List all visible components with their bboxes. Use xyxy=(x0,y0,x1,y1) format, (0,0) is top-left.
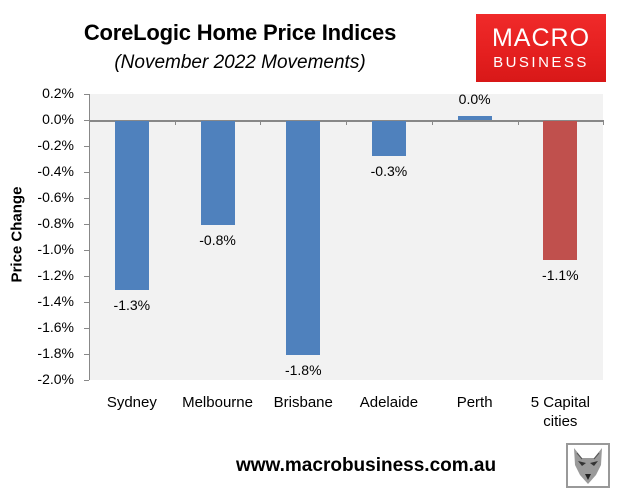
data-label: -1.8% xyxy=(284,362,322,378)
category-line-1: Brisbane xyxy=(273,394,333,411)
bar-perth xyxy=(457,116,492,120)
y-tick-mark xyxy=(84,224,89,225)
bar-brisbane xyxy=(286,121,321,355)
data-label: -0.8% xyxy=(199,232,236,248)
x-category-label: Brisbane xyxy=(260,393,346,412)
y-tick-label: -0.8% xyxy=(37,215,74,231)
category-line-2: cities xyxy=(543,413,578,430)
y-tick-label: 0.2% xyxy=(42,85,74,101)
logo-line-1: MACRO xyxy=(491,24,591,52)
y-tick-label: -1.6% xyxy=(37,319,74,335)
data-label: -1.1% xyxy=(542,267,579,284)
y-tick-mark xyxy=(84,328,89,329)
y-tick-label: -0.4% xyxy=(37,163,74,179)
y-tick-mark xyxy=(84,380,89,381)
wolf-logo-icon xyxy=(566,443,610,488)
y-tick-mark xyxy=(84,120,89,121)
y-tick-label: -1.2% xyxy=(37,267,74,283)
y-tick-label: -0.6% xyxy=(37,189,74,205)
y-tick-mark xyxy=(84,250,89,251)
x-category-label: Melbourne xyxy=(175,393,261,412)
category-line-1: Sydney xyxy=(106,394,157,411)
x-tick-mark xyxy=(346,120,348,125)
data-label: -1.3% xyxy=(113,297,151,313)
y-tick-label: -0.2% xyxy=(37,137,74,153)
bar-5-capital xyxy=(543,121,578,261)
logo-line-2: BUSINESS xyxy=(493,54,589,71)
plot-area xyxy=(89,94,603,380)
category-line-1: Perth xyxy=(456,394,493,411)
chart-title: CoreLogic Home Price Indices xyxy=(83,20,397,45)
chart-subtitle: (November 2022 Movements) xyxy=(114,52,366,73)
y-tick-mark xyxy=(84,146,89,147)
bar-sydney xyxy=(114,121,149,290)
website-url: www.macrobusiness.com.au xyxy=(236,455,497,476)
data-label: 0.0% xyxy=(458,91,491,108)
y-tick-mark xyxy=(84,302,89,303)
y-tick-label: -1.4% xyxy=(37,293,74,309)
y-tick-mark xyxy=(84,198,89,199)
category-line-1: Melbourne xyxy=(182,394,253,411)
x-category-label: 5 Capital cities xyxy=(517,393,603,431)
x-tick-mark xyxy=(260,120,262,125)
macrobusiness-logo: MACRO BUSINESS xyxy=(476,14,606,82)
y-tick-mark xyxy=(84,172,89,173)
category-line-1: Adelaide xyxy=(359,394,419,411)
x-category-label: Adelaide xyxy=(346,393,432,412)
x-tick-mark xyxy=(517,120,519,125)
y-tick-mark xyxy=(84,94,89,95)
data-label: -0.3% xyxy=(370,163,408,180)
y-tick-label: -2.0% xyxy=(37,371,74,387)
x-category-label: Perth xyxy=(432,393,518,412)
y-tick-label: 0.0% xyxy=(42,111,74,127)
x-tick-mark xyxy=(431,120,433,125)
y-tick-mark xyxy=(84,276,89,277)
x-tick-mark xyxy=(603,120,605,125)
y-tick-label: -1.0% xyxy=(37,241,74,257)
x-tick-mark xyxy=(174,120,176,125)
bar-melbourne xyxy=(200,121,235,225)
y-tick-mark xyxy=(84,354,89,355)
y-axis-line xyxy=(89,94,90,380)
x-category-label: Sydney xyxy=(89,393,175,412)
y-tick-label: -1.8% xyxy=(37,345,74,361)
bar-adelaide xyxy=(371,121,406,157)
category-line-1: 5 Capital xyxy=(530,394,590,411)
